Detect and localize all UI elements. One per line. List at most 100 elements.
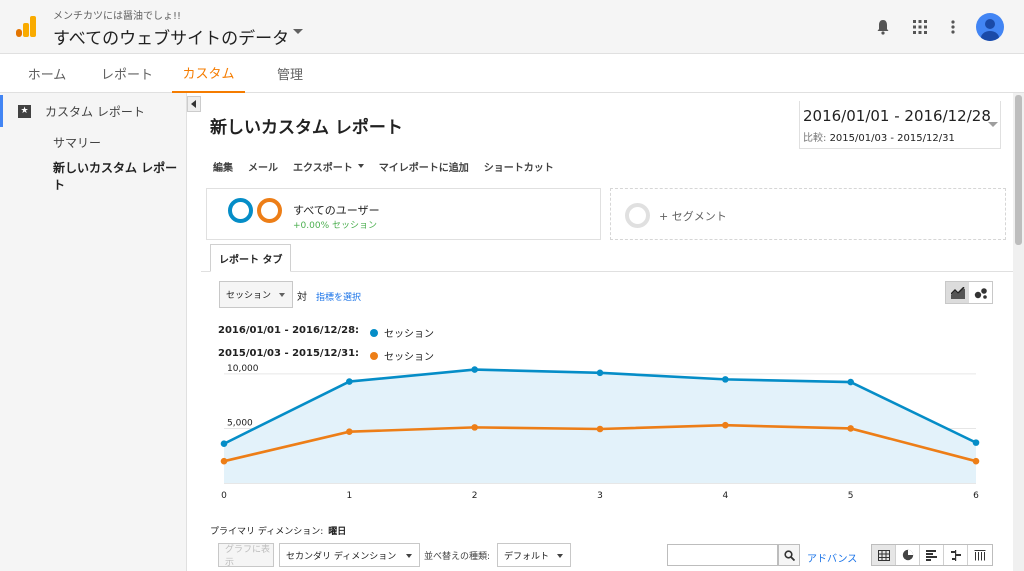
sidebar-item-new-custom-report[interactable]: 新しいカスタム レポート (53, 161, 178, 192)
tab-divider (201, 271, 1013, 272)
data-point (596, 369, 604, 377)
metric-select-value: セッション (226, 291, 272, 301)
data-point (346, 428, 353, 436)
data-table-view-icon[interactable] (872, 545, 896, 565)
versus-label: 対 (297, 292, 307, 303)
chevron-down-icon (357, 164, 364, 168)
advanced-filter-link[interactable]: アドバンス (807, 554, 858, 565)
compare-range: 比較: 2015/01/03 - 2015/12/31 (803, 129, 955, 144)
segment-ring-icon (257, 198, 282, 223)
table-search-input[interactable] (667, 544, 778, 566)
secondary-dimension-select[interactable]: セカンダリ ディメンション (279, 543, 420, 567)
date-range-value: 2016/01/01 - 2016/12/28 (803, 107, 991, 125)
segment-ring-icon (228, 198, 253, 223)
add-segment-label: + セグメント (659, 210, 727, 223)
add-segment-button[interactable]: + セグメント (610, 188, 1006, 240)
star-icon: ★ (18, 104, 31, 118)
comparison-view-icon[interactable] (944, 545, 968, 565)
chevron-down-icon[interactable] (293, 29, 303, 34)
sort-type-label: 並べ替えの種類: (424, 552, 491, 562)
data-point (972, 439, 980, 446)
primary-dimension-label: プライマリ ディメンション: (210, 527, 324, 537)
primary-dimension: プライマリ ディメンション: 曜日 (210, 524, 346, 537)
legend-dot-previous (370, 352, 378, 360)
report-main: 新しいカスタム レポート 2016/01/01 - 2016/12/28 比較:… (201, 93, 1013, 571)
performance-view-icon[interactable] (920, 545, 944, 565)
sidebar: ★ カスタム レポート サマリー 新しいカスタム レポート (0, 93, 187, 571)
table-view-toggle (871, 544, 993, 566)
chevron-down-icon[interactable] (988, 122, 998, 127)
scrollbar-thumb[interactable] (1015, 95, 1022, 245)
report-actions: 編集 メール エクスポート マイレポートに追加 ショートカット (213, 159, 569, 174)
more-vert-icon[interactable] (942, 16, 964, 38)
x-tick-label: 3 (597, 491, 603, 501)
x-tick-label: 5 (848, 491, 854, 501)
data-point (596, 425, 604, 433)
metric-select[interactable]: セッション (219, 281, 293, 308)
segment-title: すべてのユーザー (293, 204, 380, 217)
data-point (220, 457, 228, 465)
sidebar-item-custom-reports[interactable]: ★ カスタム レポート (0, 95, 187, 127)
secondary-dimension-label: セカンダリ ディメンション (286, 551, 397, 562)
top-bar: メンチカツには醤油でしょ!! すべてのウェブサイトのデータ (0, 0, 1024, 54)
data-point (847, 425, 854, 432)
data-point (346, 378, 353, 385)
legend-series-previous: セッション (384, 352, 434, 363)
data-point (471, 424, 478, 431)
sessions-line-chart: 5,000 10,000 0 1 2 3 4 5 6 (220, 364, 980, 501)
edit-button[interactable]: 編集 (213, 162, 233, 174)
compare-range-value: 2015/01/03 - 2015/12/31 (829, 133, 955, 144)
y-tick-label: 10,000 (227, 364, 259, 374)
legend-dot-current (370, 329, 378, 337)
pivot-view-icon[interactable] (968, 545, 992, 565)
search-icon[interactable] (778, 544, 800, 566)
tab-home[interactable]: ホーム (27, 68, 67, 83)
motion-chart-icon[interactable] (969, 282, 992, 303)
data-point (471, 366, 478, 373)
chart-type-toggle (945, 281, 993, 304)
chevron-left-icon (191, 100, 196, 108)
apps-icon[interactable] (909, 16, 931, 38)
plot-rows-button[interactable]: グラフに表示 (218, 543, 274, 568)
primary-dimension-value[interactable]: 曜日 (328, 527, 347, 537)
notifications-icon[interactable] (872, 16, 894, 38)
scrollbar[interactable] (1013, 93, 1024, 571)
sort-type-select[interactable]: デフォルト (497, 543, 571, 567)
legend-range-previous: 2015/01/03 - 2015/12/31: (218, 348, 360, 359)
compare-label: 比較: (803, 133, 827, 144)
x-tick-label: 4 (722, 491, 728, 501)
tab-admin[interactable]: 管理 (276, 68, 303, 83)
page-title: 新しいカスタム レポート (210, 118, 403, 138)
tab-report[interactable]: レポート タブ (210, 244, 292, 272)
property-selector[interactable]: すべてのウェブサイトのデータ (53, 29, 290, 49)
segment-card-all-users[interactable]: すべてのユーザー +0.00% セッション (206, 188, 601, 240)
email-button[interactable]: メール (248, 162, 278, 174)
data-point (722, 376, 729, 383)
data-point (722, 421, 729, 429)
analytics-logo-icon (16, 16, 36, 37)
collapse-sidebar-button[interactable] (187, 96, 201, 112)
segment-change: +0.00% セッション (293, 221, 377, 231)
chevron-down-icon (406, 554, 412, 558)
tab-custom[interactable]: カスタム (172, 54, 245, 93)
data-point (847, 378, 854, 386)
chevron-down-icon (557, 554, 563, 558)
shortcut-button[interactable]: ショートカット (483, 162, 554, 174)
sidebar-section-label: カスタム レポート (45, 104, 145, 119)
x-tick-label: 0 (221, 491, 227, 501)
select-metric-link[interactable]: 指標を選択 (316, 293, 362, 303)
add-to-dashboard-button[interactable]: マイレポートに追加 (378, 162, 469, 174)
x-tick-label: 1 (346, 491, 352, 501)
line-chart-icon[interactable] (946, 282, 969, 303)
sidebar-item-summary[interactable]: サマリー (53, 136, 102, 150)
main-tabs: ホーム レポート カスタム 管理 (0, 54, 1024, 93)
tab-reports[interactable]: レポート (100, 68, 153, 83)
data-point (972, 457, 980, 465)
date-range-picker[interactable]: 2016/01/01 - 2016/12/28 比較: 2015/01/03 -… (799, 101, 1001, 149)
legend-range-current: 2016/01/01 - 2016/12/28: (218, 325, 360, 336)
account-name[interactable]: メンチカツには醤油でしょ!! (53, 11, 182, 22)
x-tick-label: 6 (973, 491, 979, 501)
export-button[interactable]: エクスポート (293, 159, 364, 174)
pie-chart-view-icon[interactable] (896, 545, 920, 565)
account-avatar-icon[interactable] (976, 13, 1004, 41)
